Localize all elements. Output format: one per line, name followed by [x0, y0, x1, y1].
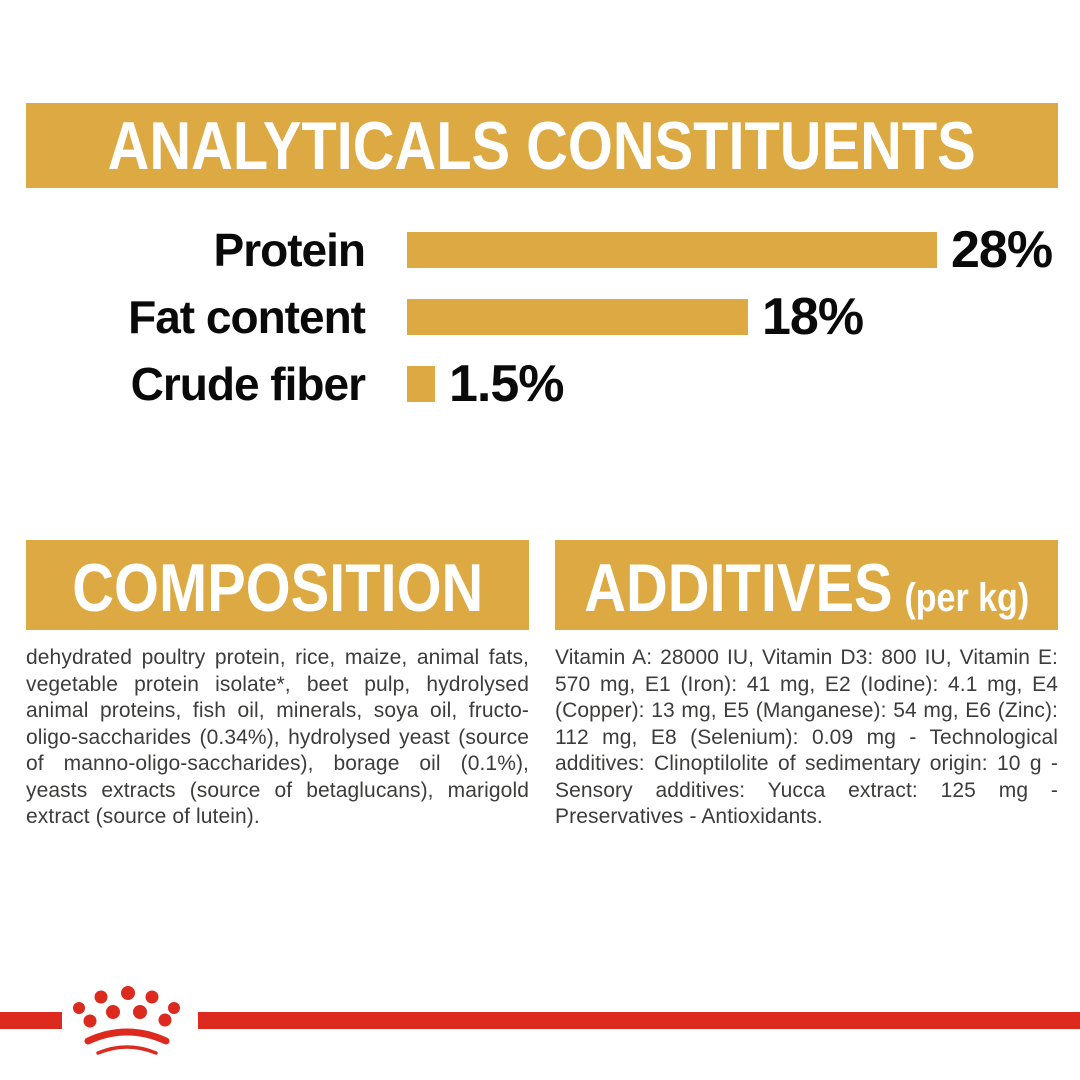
- chart-bar-protein: [407, 231, 937, 268]
- analyticals-chart: Protein 28% Fat content 18% Crude fiber …: [25, 216, 1073, 417]
- composition-banner-text: COMPOSITION: [72, 554, 483, 622]
- footer-divider-line: [0, 1012, 1080, 1029]
- chart-value: 18%: [762, 287, 864, 346]
- analyticals-title: ANALYTICALS CONSTITUENTS: [107, 107, 977, 184]
- brand-logo: [62, 975, 198, 1060]
- composition-title: COMPOSITION: [71, 550, 484, 626]
- chart-bar-fat: [407, 298, 748, 335]
- additives-banner-text: ADDITIVES (per kg): [584, 554, 1029, 622]
- additives-section: ADDITIVES (per kg) Vitamin A: 28000 IU, …: [555, 540, 1058, 831]
- chart-row-fiber: Crude fiber 1.5%: [25, 350, 1073, 417]
- royal-canin-crown-icon: [73, 986, 180, 1055]
- analyticals-banner: ANALYTICALS CONSTITUENTS: [26, 103, 1058, 188]
- chart-row-label: Crude fiber: [130, 357, 366, 410]
- chart-row-fat: Fat content 18%: [25, 283, 1073, 350]
- info-columns: COMPOSITION dehydrated poultry protein, …: [26, 540, 1058, 831]
- additives-title-suffix: (per kg): [904, 576, 1029, 620]
- chart-value: 1.5%: [449, 354, 565, 413]
- additives-banner: ADDITIVES (per kg): [555, 540, 1058, 630]
- chart-bar-fiber: [407, 365, 435, 402]
- chart-value: 28%: [951, 220, 1053, 279]
- additives-title: ADDITIVES: [584, 550, 893, 626]
- composition-banner: COMPOSITION: [26, 540, 529, 630]
- chart-row-protein: Protein 28%: [25, 216, 1073, 283]
- composition-section: COMPOSITION dehydrated poultry protein, …: [26, 540, 529, 831]
- composition-body: dehydrated poultry protein, rice, maize,…: [26, 646, 529, 828]
- chart-row-label: Fat content: [128, 290, 366, 343]
- chart-row-label: Protein: [213, 223, 366, 276]
- additives-body: Vitamin A: 28000 IU, Vitamin D3: 800 IU,…: [555, 646, 1058, 828]
